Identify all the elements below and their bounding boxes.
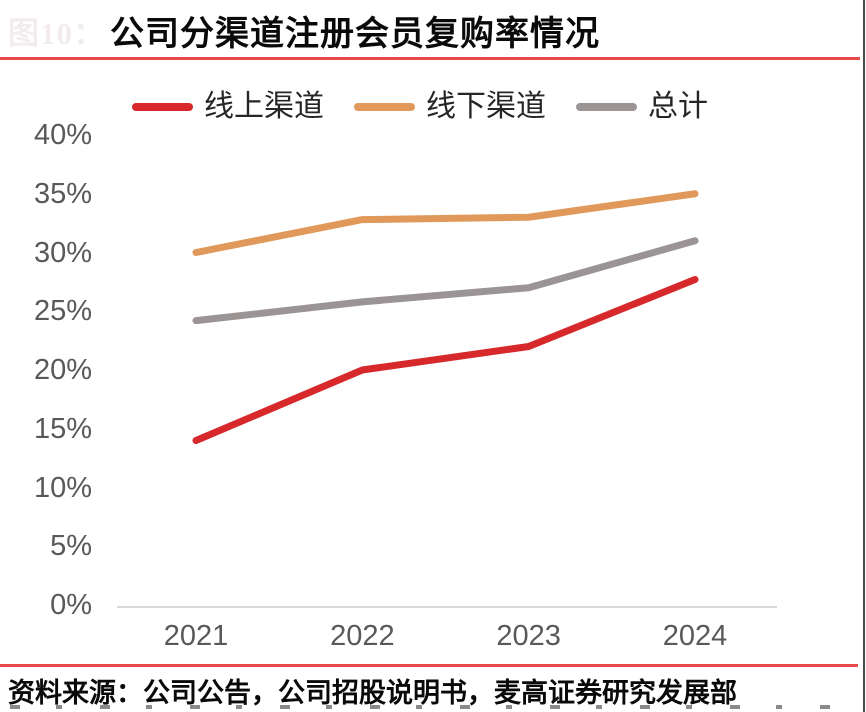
legend-item-offline: 线下渠道 <box>354 89 546 125</box>
y-axis-label: 25% <box>33 295 92 328</box>
total-line-swatch <box>576 103 637 111</box>
series-line-0 <box>192 276 699 444</box>
legend-label-total: 总计 <box>648 90 708 123</box>
clipped-text-remnant <box>10 705 840 709</box>
y-axis-label: 15% <box>33 412 92 445</box>
figure-number-label: 图10： <box>8 16 105 51</box>
legend-item-online: 线上渠道 <box>132 89 324 125</box>
y-axis-label: 40% <box>33 119 92 151</box>
x-axis-label: 2021 <box>163 620 229 652</box>
source-note: 资料来源：公司公告，公司招股说明书，麦高证券研究发展部 <box>8 678 737 708</box>
online-line-swatch <box>132 103 193 111</box>
page-right-border <box>863 0 865 712</box>
legend-item-total: 总计 <box>576 89 708 125</box>
top-divider-rule <box>0 57 860 60</box>
y-axis-label: 20% <box>33 354 92 386</box>
y-axis-label: 35% <box>33 177 92 210</box>
y-axis-label: 5% <box>50 530 92 563</box>
x-axis-label: 2022 <box>330 620 395 652</box>
chart-title: 公司分渠道注册会员复购率情况 <box>110 16 600 53</box>
y-axis-label: 30% <box>33 236 92 269</box>
legend-label-offline: 线下渠道 <box>426 90 546 123</box>
offline-line-swatch <box>354 103 415 111</box>
x-axis-label: 2023 <box>496 620 561 652</box>
legend-label-online: 线上渠道 <box>204 90 324 123</box>
y-axis-label: 0% <box>50 589 92 621</box>
chart-legend: 线上渠道 线下渠道 总计 <box>132 89 708 125</box>
series-line-1 <box>192 190 699 256</box>
series-line-2 <box>192 237 699 325</box>
y-axis-label: 10% <box>33 471 92 504</box>
x-axis-label: 2024 <box>662 620 728 652</box>
bottom-divider-rule <box>0 664 858 667</box>
